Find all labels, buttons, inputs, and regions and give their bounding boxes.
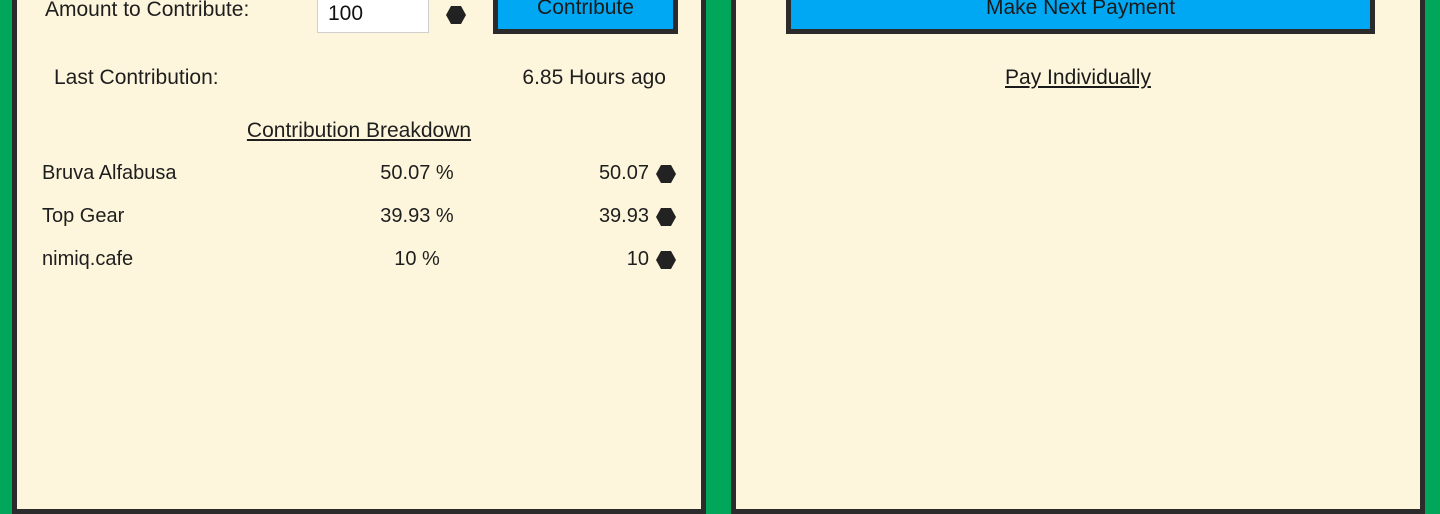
recipient-name: Bruva Alfabusa (42, 162, 177, 184)
contribute-panel: Amount to Contribute: Contribute Last Co… (12, 0, 706, 514)
breakdown-row: nimiq.cafe 10 % 10 (17, 248, 701, 278)
last-contribution-label: Last Contribution: (54, 66, 219, 89)
recipient-percent: 50.07 % (380, 162, 454, 184)
amount-label: Amount to Contribute: (45, 0, 250, 21)
contribute-button[interactable]: Contribute (493, 0, 678, 34)
recipient-amount: 39.93 (598, 205, 649, 227)
last-contribution-value: 6.85 Hours ago (522, 66, 666, 89)
breakdown-title: Contribution Breakdown (246, 119, 472, 142)
amount-input[interactable] (317, 0, 429, 33)
nimiq-hexagon-icon (656, 165, 676, 183)
breakdown-row: Top Gear 39.93 % 39.93 (17, 205, 701, 235)
payment-panel: Make Next Payment Pay Individually (731, 0, 1425, 514)
nimiq-hexagon-icon (446, 6, 466, 24)
recipient-percent: 10 % (394, 248, 440, 270)
recipient-name: nimiq.cafe (42, 248, 134, 270)
breakdown-row: Bruva Alfabusa 50.07 % 50.07 (17, 162, 701, 192)
make-next-payment-button[interactable]: Make Next Payment (786, 0, 1375, 34)
nimiq-hexagon-icon (656, 208, 676, 226)
nimiq-hexagon-icon (656, 251, 676, 269)
recipient-amount: 10 (626, 248, 649, 270)
recipient-name: Top Gear (42, 205, 125, 227)
pay-individually-link[interactable]: Pay Individually (1005, 66, 1151, 89)
recipient-percent: 39.93 % (380, 205, 454, 227)
recipient-amount: 50.07 (598, 162, 649, 184)
